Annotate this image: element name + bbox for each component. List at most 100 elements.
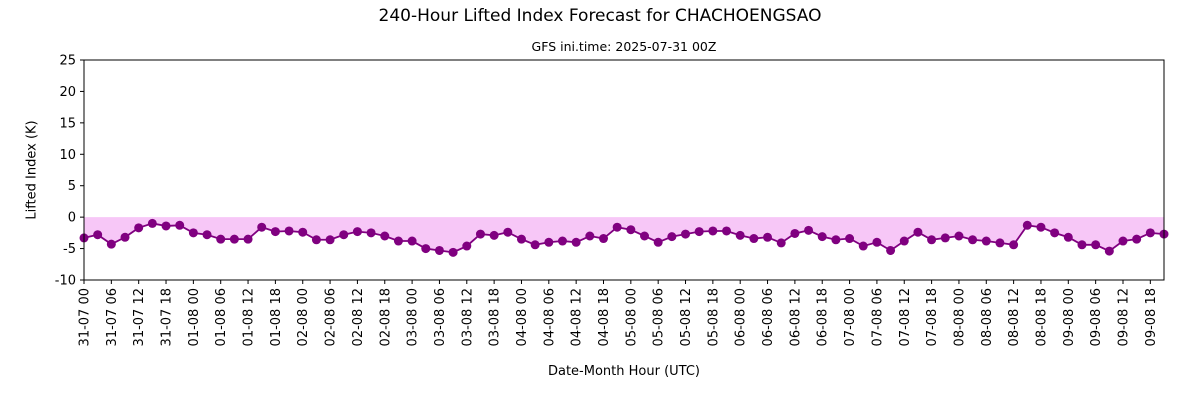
y-tick-label: 15 xyxy=(59,116,76,131)
data-point xyxy=(681,229,691,239)
data-point xyxy=(899,236,909,246)
x-tick-label: 04-08 00 xyxy=(515,288,530,346)
x-tick-label: 06-08 18 xyxy=(816,288,831,346)
data-point xyxy=(120,232,130,242)
x-tick-label: 01-08 18 xyxy=(269,288,284,346)
data-point xyxy=(257,222,267,232)
x-tick-label: 03-08 06 xyxy=(433,288,448,346)
chart-subtitle: GFS ini.time: 2025-07-31 00Z xyxy=(531,39,717,54)
x-tick-label: 02-08 12 xyxy=(351,288,366,346)
data-point xyxy=(229,234,239,244)
data-point xyxy=(940,233,950,243)
data-point xyxy=(640,231,650,241)
x-tick-label: 05-08 18 xyxy=(706,288,721,346)
x-tick-label: 05-08 12 xyxy=(679,288,694,346)
data-point xyxy=(161,221,171,231)
x-tick-label: 01-08 06 xyxy=(214,288,229,346)
data-point xyxy=(339,230,349,240)
data-point xyxy=(722,226,732,236)
data-point xyxy=(298,227,308,237)
x-tick-label: 08-08 12 xyxy=(1007,288,1022,346)
data-point xyxy=(585,231,595,241)
y-tick-label: -10 xyxy=(55,274,76,289)
x-tick-label: 02-08 06 xyxy=(324,288,339,346)
x-tick-label: 09-08 06 xyxy=(1089,288,1104,346)
data-point xyxy=(1036,222,1046,232)
x-tick-label: 09-08 12 xyxy=(1116,288,1131,346)
data-point xyxy=(530,240,540,250)
data-point xyxy=(325,235,335,245)
data-point xyxy=(954,231,964,241)
data-point xyxy=(284,226,294,236)
chart-title: 240-Hour Lifted Index Forecast for CHACH… xyxy=(378,6,822,26)
data-point xyxy=(612,222,622,232)
data-point xyxy=(1104,246,1114,256)
data-point xyxy=(1050,228,1060,238)
data-point xyxy=(393,236,403,246)
x-tick-label: 03-08 12 xyxy=(460,288,475,346)
data-point xyxy=(216,234,226,244)
data-point xyxy=(407,236,417,246)
data-point xyxy=(927,235,937,245)
data-point xyxy=(1145,228,1155,238)
data-point xyxy=(1063,232,1073,242)
y-tick-label: 20 xyxy=(59,85,76,100)
plot-frame xyxy=(83,59,1165,281)
data-point xyxy=(886,245,896,255)
x-tick-label: 09-08 18 xyxy=(1144,288,1159,346)
x-tick-label: 07-08 18 xyxy=(925,288,940,346)
y-tick-label: 0 xyxy=(68,211,76,226)
x-tick-label: 31-07 00 xyxy=(78,288,93,346)
data-point xyxy=(817,232,827,242)
x-tick-label: 01-08 12 xyxy=(242,288,257,346)
x-tick-label: 03-08 18 xyxy=(488,288,503,346)
x-tick-label: 04-08 12 xyxy=(570,288,585,346)
data-point xyxy=(475,229,485,239)
data-point xyxy=(831,235,841,245)
data-point xyxy=(845,234,855,244)
data-point xyxy=(708,226,718,236)
x-axis-label: Date-Month Hour (UTC) xyxy=(547,364,700,379)
data-point xyxy=(352,227,362,237)
data-point xyxy=(134,223,144,233)
fill-layer xyxy=(84,217,1164,253)
data-point xyxy=(188,228,198,238)
data-point xyxy=(653,237,663,247)
data-point xyxy=(93,230,103,240)
data-point xyxy=(1132,234,1142,244)
x-tick-label: 05-08 06 xyxy=(652,288,667,346)
axis-ticks: -10 -5 0 5 10 15 20 25 31-07 00 31-07 06 31-07 12 3… xyxy=(55,54,1159,347)
data-point xyxy=(872,237,882,247)
data-point xyxy=(462,241,472,251)
data-point xyxy=(1022,220,1032,230)
data-point xyxy=(1091,240,1101,250)
series-points xyxy=(79,218,1169,257)
data-point xyxy=(626,225,636,235)
x-tick-label: 06-08 06 xyxy=(761,288,776,346)
data-point xyxy=(106,239,116,249)
x-tick-label: 31-07 18 xyxy=(160,288,175,346)
x-tick-label: 07-08 06 xyxy=(870,288,885,346)
x-tick-label: 06-08 00 xyxy=(734,288,749,346)
x-tick-label: 02-08 18 xyxy=(378,288,393,346)
data-point xyxy=(749,234,759,244)
data-point xyxy=(311,235,321,245)
x-tick-label: 07-08 12 xyxy=(898,288,913,346)
fill-area-below-zero xyxy=(84,217,1164,253)
x-tick-label: 07-08 00 xyxy=(843,288,858,346)
data-point xyxy=(544,237,554,247)
data-point xyxy=(1009,240,1019,250)
data-point xyxy=(968,235,978,245)
y-tick-label: 25 xyxy=(59,54,76,69)
data-point xyxy=(489,230,499,240)
data-point xyxy=(571,237,581,247)
x-tick-label: 31-07 06 xyxy=(105,288,120,346)
data-point xyxy=(516,234,526,244)
x-tick-label: 04-08 06 xyxy=(542,288,557,346)
x-tick-label: 06-08 12 xyxy=(788,288,803,346)
data-point xyxy=(1077,240,1087,250)
data-point xyxy=(667,232,677,242)
data-point xyxy=(858,241,868,251)
data-point xyxy=(981,236,991,246)
